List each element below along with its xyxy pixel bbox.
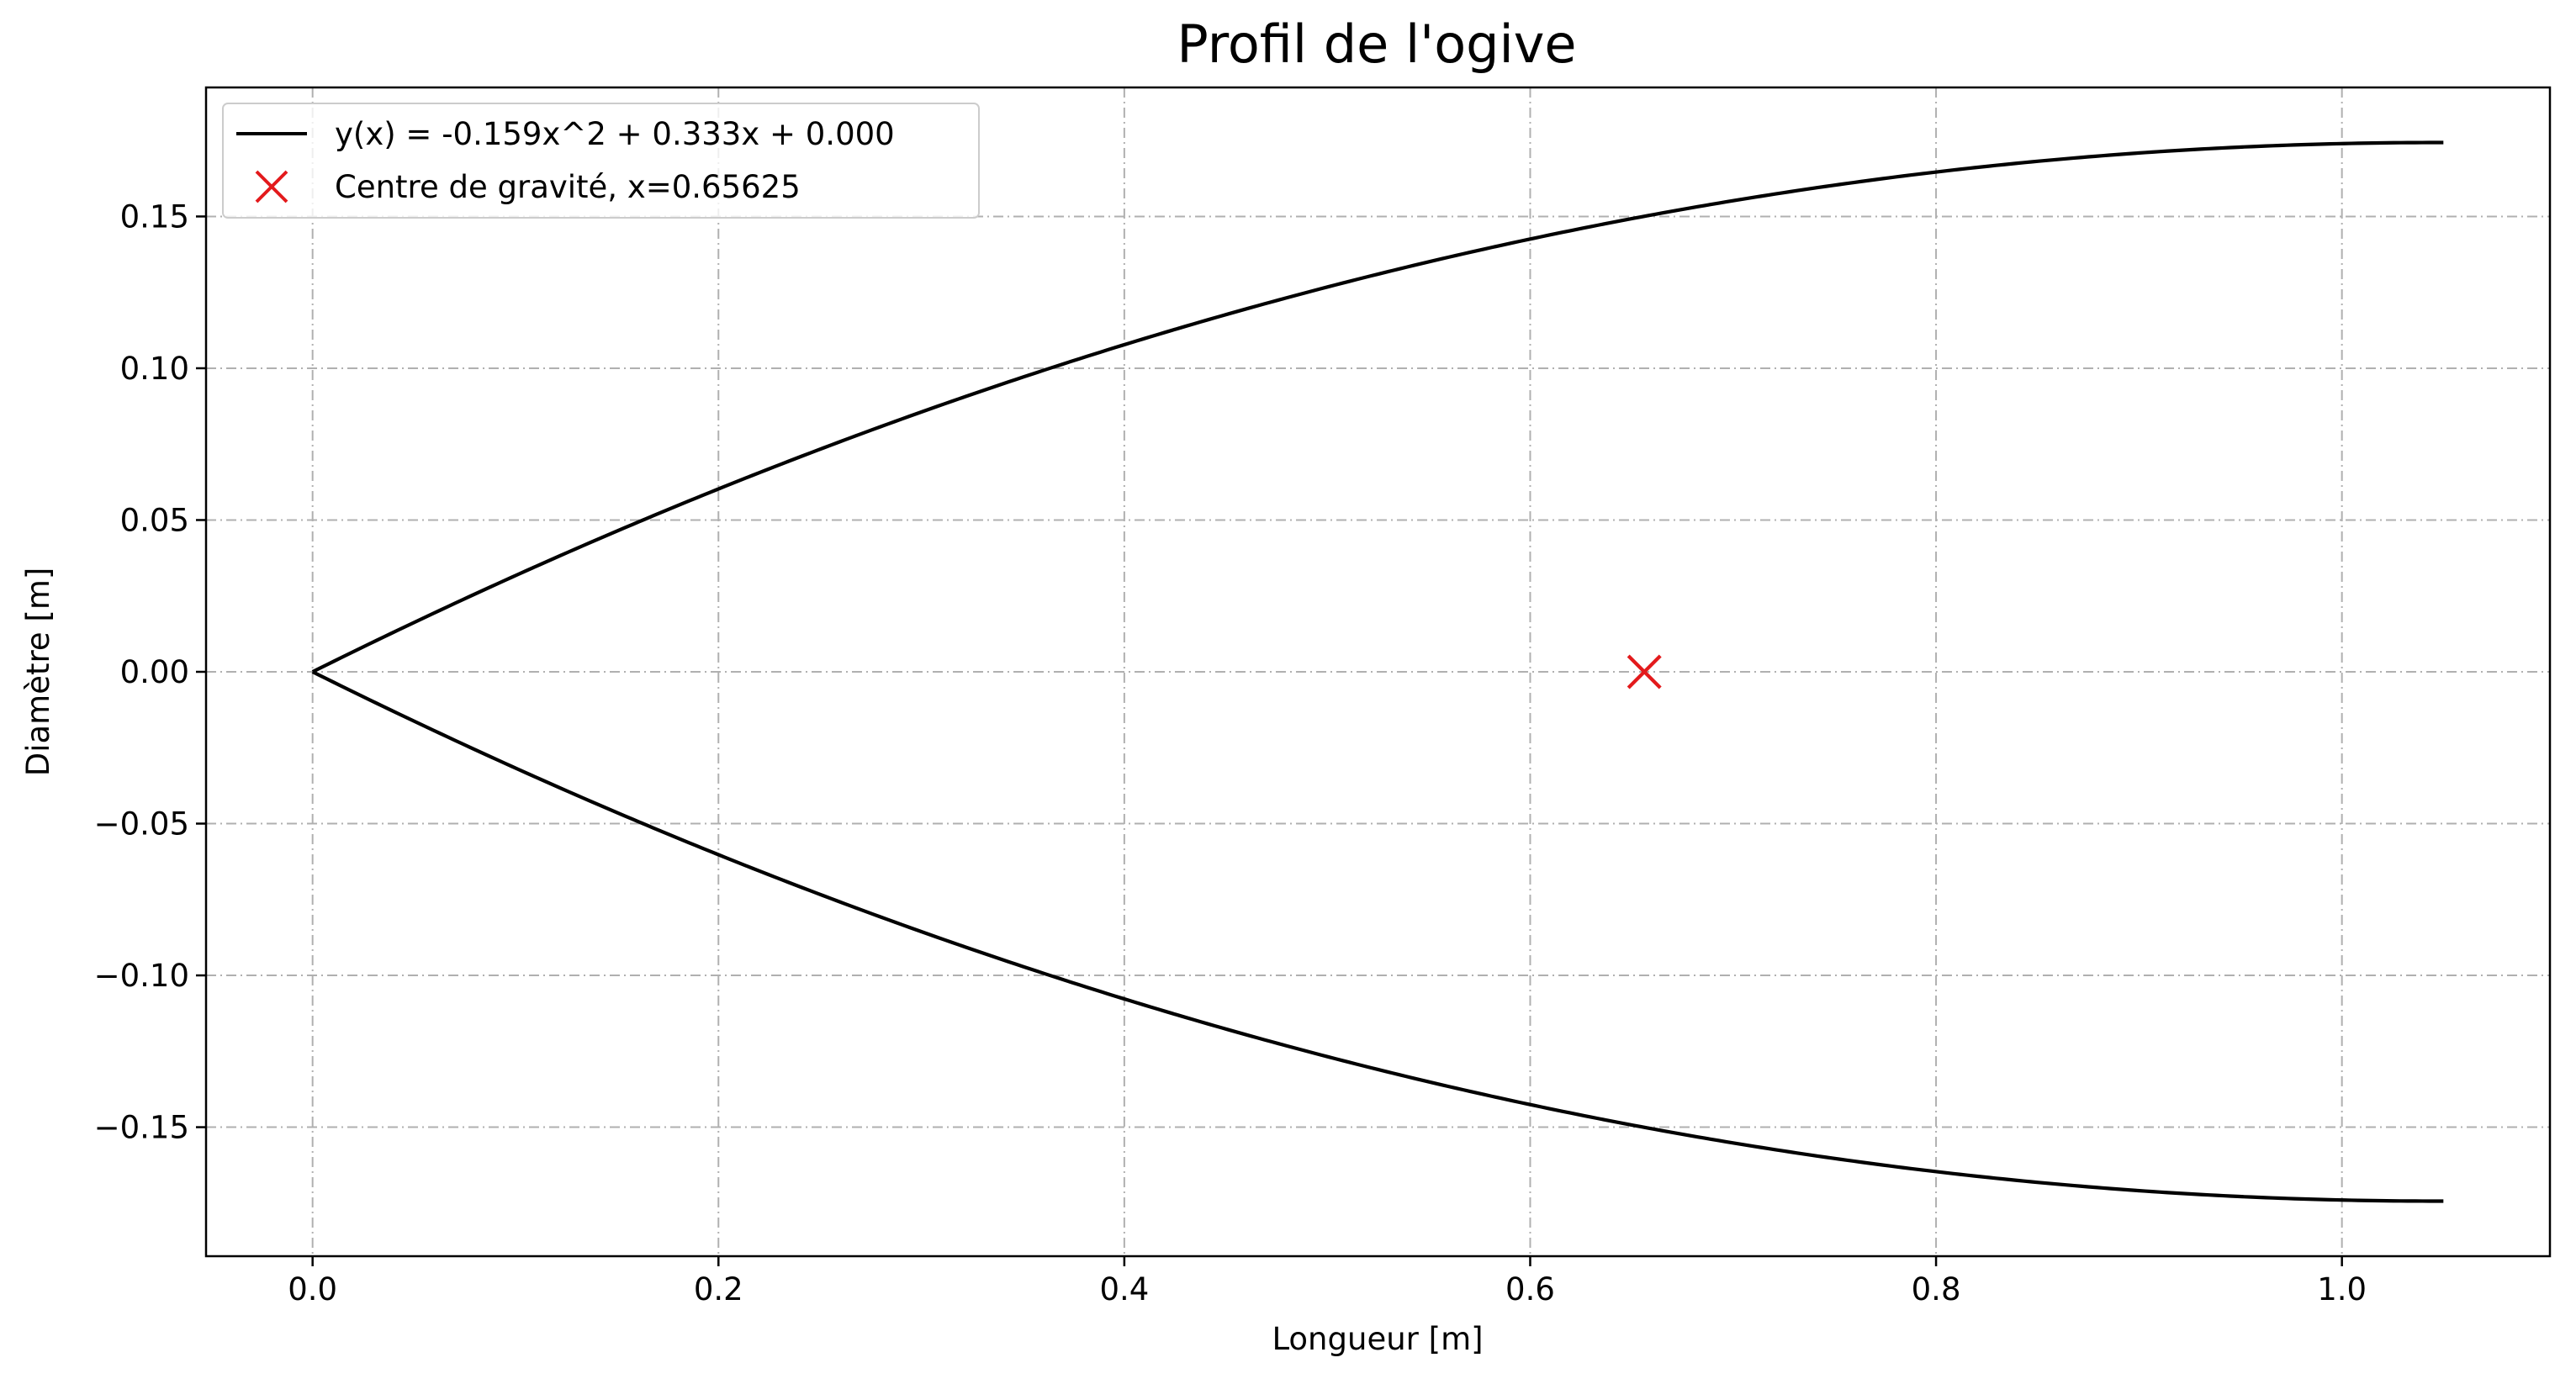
x-tick-label: 0.2	[694, 1271, 743, 1307]
center-of-gravity-marker	[1627, 654, 1662, 689]
y-tick-label: 0.15	[120, 198, 189, 235]
legend: y(x) = -0.159x^2 + 0.333x + 0.000 Centre…	[222, 103, 980, 219]
y-tick-label: −0.10	[94, 958, 189, 994]
y-tick-label: −0.15	[94, 1110, 189, 1146]
legend-x-marker-icon	[255, 170, 288, 203]
x-axis: 0.0 0.2 0.4 0.6 0.8 1.0	[288, 1256, 2367, 1307]
y-axis-label: Diamètre [m]	[20, 568, 56, 777]
x-tick-label: 0.8	[1912, 1271, 1961, 1307]
x-tick-label: 0.4	[1099, 1271, 1149, 1307]
x-axis-label: Longueur [m]	[1272, 1321, 1483, 1357]
chart-title: Profil de l'ogive	[1177, 13, 1576, 75]
y-tick-label: −0.05	[94, 806, 189, 843]
y-tick-label: 0.00	[120, 654, 189, 690]
y-tick-label: 0.05	[120, 502, 189, 538]
y-axis: −0.15 −0.10 −0.05 0.00 0.05 0.10 0.15	[94, 198, 206, 1146]
ogive-lower-curve	[311, 670, 2444, 1203]
x-tick-label: 0.0	[288, 1271, 337, 1307]
series-layer	[311, 140, 2444, 1203]
ogive-upper-curve	[311, 140, 2444, 674]
legend-box	[222, 103, 980, 219]
y-tick-label: 0.10	[120, 351, 189, 387]
x-tick-label: 0.6	[1505, 1271, 1555, 1307]
x-tick-label: 1.0	[2317, 1271, 2367, 1307]
legend-entry-curve: y(x) = -0.159x^2 + 0.333x + 0.000	[335, 116, 895, 152]
legend-entry-marker: Centre de gravité, x=0.65625	[335, 169, 801, 205]
